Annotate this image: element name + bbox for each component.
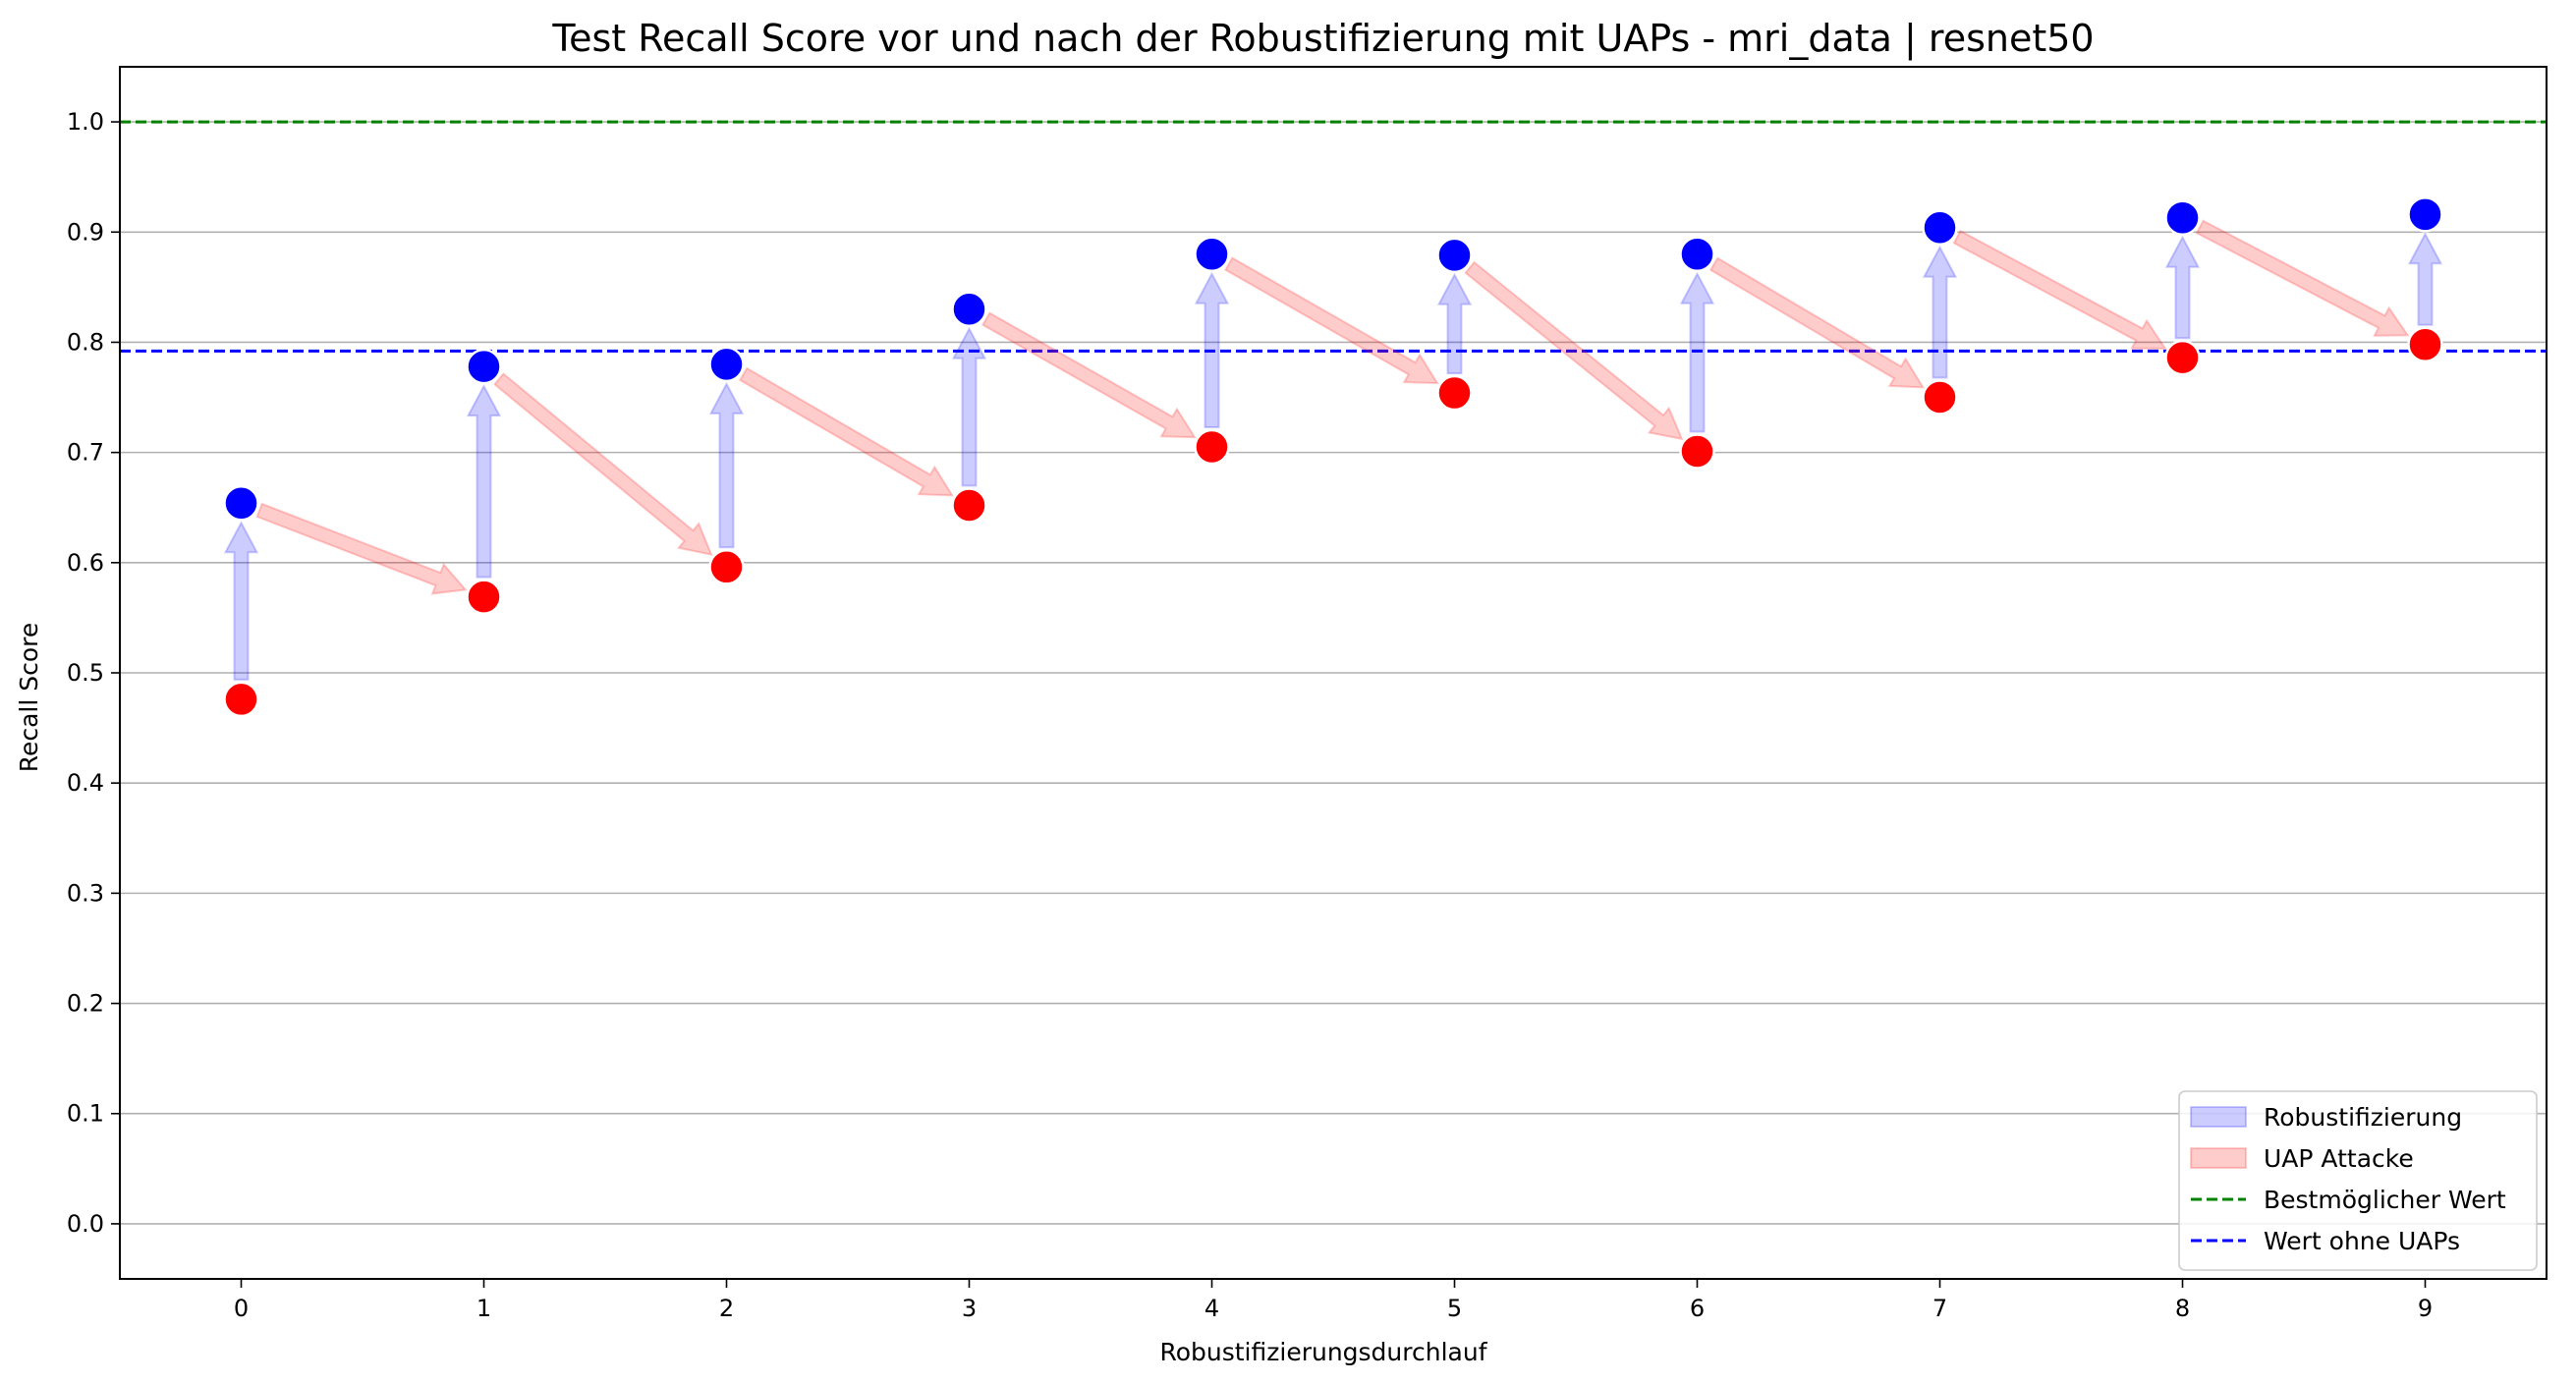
robustification-arrow — [1194, 271, 1230, 428]
before-point — [951, 487, 987, 524]
after-point — [1922, 209, 1958, 247]
after-point — [1679, 236, 1715, 272]
x-axis-ticks: 0 1 2 3 4 5 6 7 8 9 — [234, 1279, 2433, 1322]
x-tick-label: 4 — [1204, 1295, 1219, 1322]
robustification-arrow — [951, 326, 987, 487]
arrows — [223, 219, 2443, 681]
y-tick-label: 0.8 — [67, 328, 104, 356]
x-tick-label: 6 — [1690, 1295, 1705, 1322]
after-point — [1194, 236, 1230, 272]
reference-lines — [120, 120, 2547, 353]
y-tick-label: 0.5 — [67, 659, 104, 687]
after-point — [466, 348, 502, 385]
y-tick-label: 0.0 — [67, 1210, 104, 1238]
robustification-arrow — [466, 383, 502, 579]
y-tick-label: 0.3 — [67, 879, 104, 907]
legend-label: Robustifizierung — [2264, 1103, 2462, 1132]
before-point — [1922, 379, 1958, 415]
y-tick-label: 0.6 — [67, 549, 104, 577]
before-point — [708, 549, 745, 585]
x-tick-label: 7 — [1932, 1295, 1947, 1322]
before-point — [1679, 433, 1715, 470]
after-point — [1436, 237, 1473, 274]
grid — [120, 121, 2547, 1225]
before-point — [466, 579, 502, 615]
robustification-arrow — [2164, 235, 2201, 340]
legend-box — [2178, 1090, 2538, 1271]
y-tick-label: 0.4 — [67, 769, 104, 797]
x-tick-label: 3 — [962, 1295, 977, 1322]
y-tick-label: 0.9 — [67, 218, 104, 246]
robustification-arrow — [1922, 245, 1958, 379]
legend-label: UAP Attacke — [2264, 1144, 2414, 1173]
uap-attack-arrow — [1464, 260, 1684, 441]
before-point — [2407, 326, 2443, 362]
legend-label: Wert ohne UAPs — [2264, 1227, 2460, 1255]
robustification-arrow — [1679, 271, 1715, 433]
y-axis-label: Recall Score — [15, 623, 43, 773]
after-point — [951, 291, 987, 328]
robustification-arrow — [223, 521, 259, 681]
robustification-arrow — [2407, 232, 2443, 326]
uap-attack-arrow — [1708, 256, 1926, 389]
legend-swatch — [2190, 1106, 2247, 1128]
uap-attack-arrow — [981, 311, 1197, 439]
x-tick-label: 9 — [2418, 1295, 2433, 1322]
uap-attack-arrow — [2195, 219, 2410, 337]
robustification-arrow — [1436, 272, 1473, 375]
after-point — [2407, 196, 2443, 233]
x-tick-label: 0 — [234, 1295, 249, 1322]
after-point — [708, 346, 745, 383]
x-tick-label: 8 — [2175, 1295, 2190, 1322]
legend: Robustifizierung UAP Attacke Bestmöglicher… — [2178, 1090, 2538, 1271]
before-point — [1194, 428, 1230, 466]
x-tick-label: 2 — [719, 1295, 734, 1322]
y-tick-label: 1.0 — [67, 108, 104, 136]
after-point — [223, 484, 259, 522]
x-tick-label: 5 — [1447, 1295, 1462, 1322]
legend-label: Bestmöglicher Wert — [2264, 1186, 2506, 1214]
before-point — [223, 681, 259, 718]
chart-title: Test Recall Score vor und nach der Robus… — [551, 17, 2094, 61]
x-axis-label: Robustifizierungsdurchlauf — [1159, 1338, 1487, 1366]
y-tick-label: 0.2 — [67, 990, 104, 1018]
x-tick-label: 1 — [476, 1295, 491, 1322]
y-axis-ticks: 0.0 0.1 0.2 0.3 0.4 0.5 0.6 0.7 0.8 0.9 1.0 — [67, 108, 120, 1238]
y-tick-label: 0.7 — [67, 439, 104, 467]
uap-attack-arrow — [255, 502, 468, 595]
before-point — [2164, 339, 2201, 376]
uap-attack-arrow — [1224, 256, 1439, 385]
robustification-arrow — [708, 381, 745, 549]
uap-attack-arrow — [738, 366, 955, 497]
before-point — [1436, 374, 1473, 412]
points — [223, 196, 2443, 718]
legend-swatch — [2190, 1147, 2247, 1169]
uap-attack-arrow — [493, 372, 713, 556]
uap-attack-arrow — [1952, 229, 2167, 350]
after-point — [2164, 199, 2201, 236]
y-tick-label: 0.1 — [67, 1100, 104, 1128]
